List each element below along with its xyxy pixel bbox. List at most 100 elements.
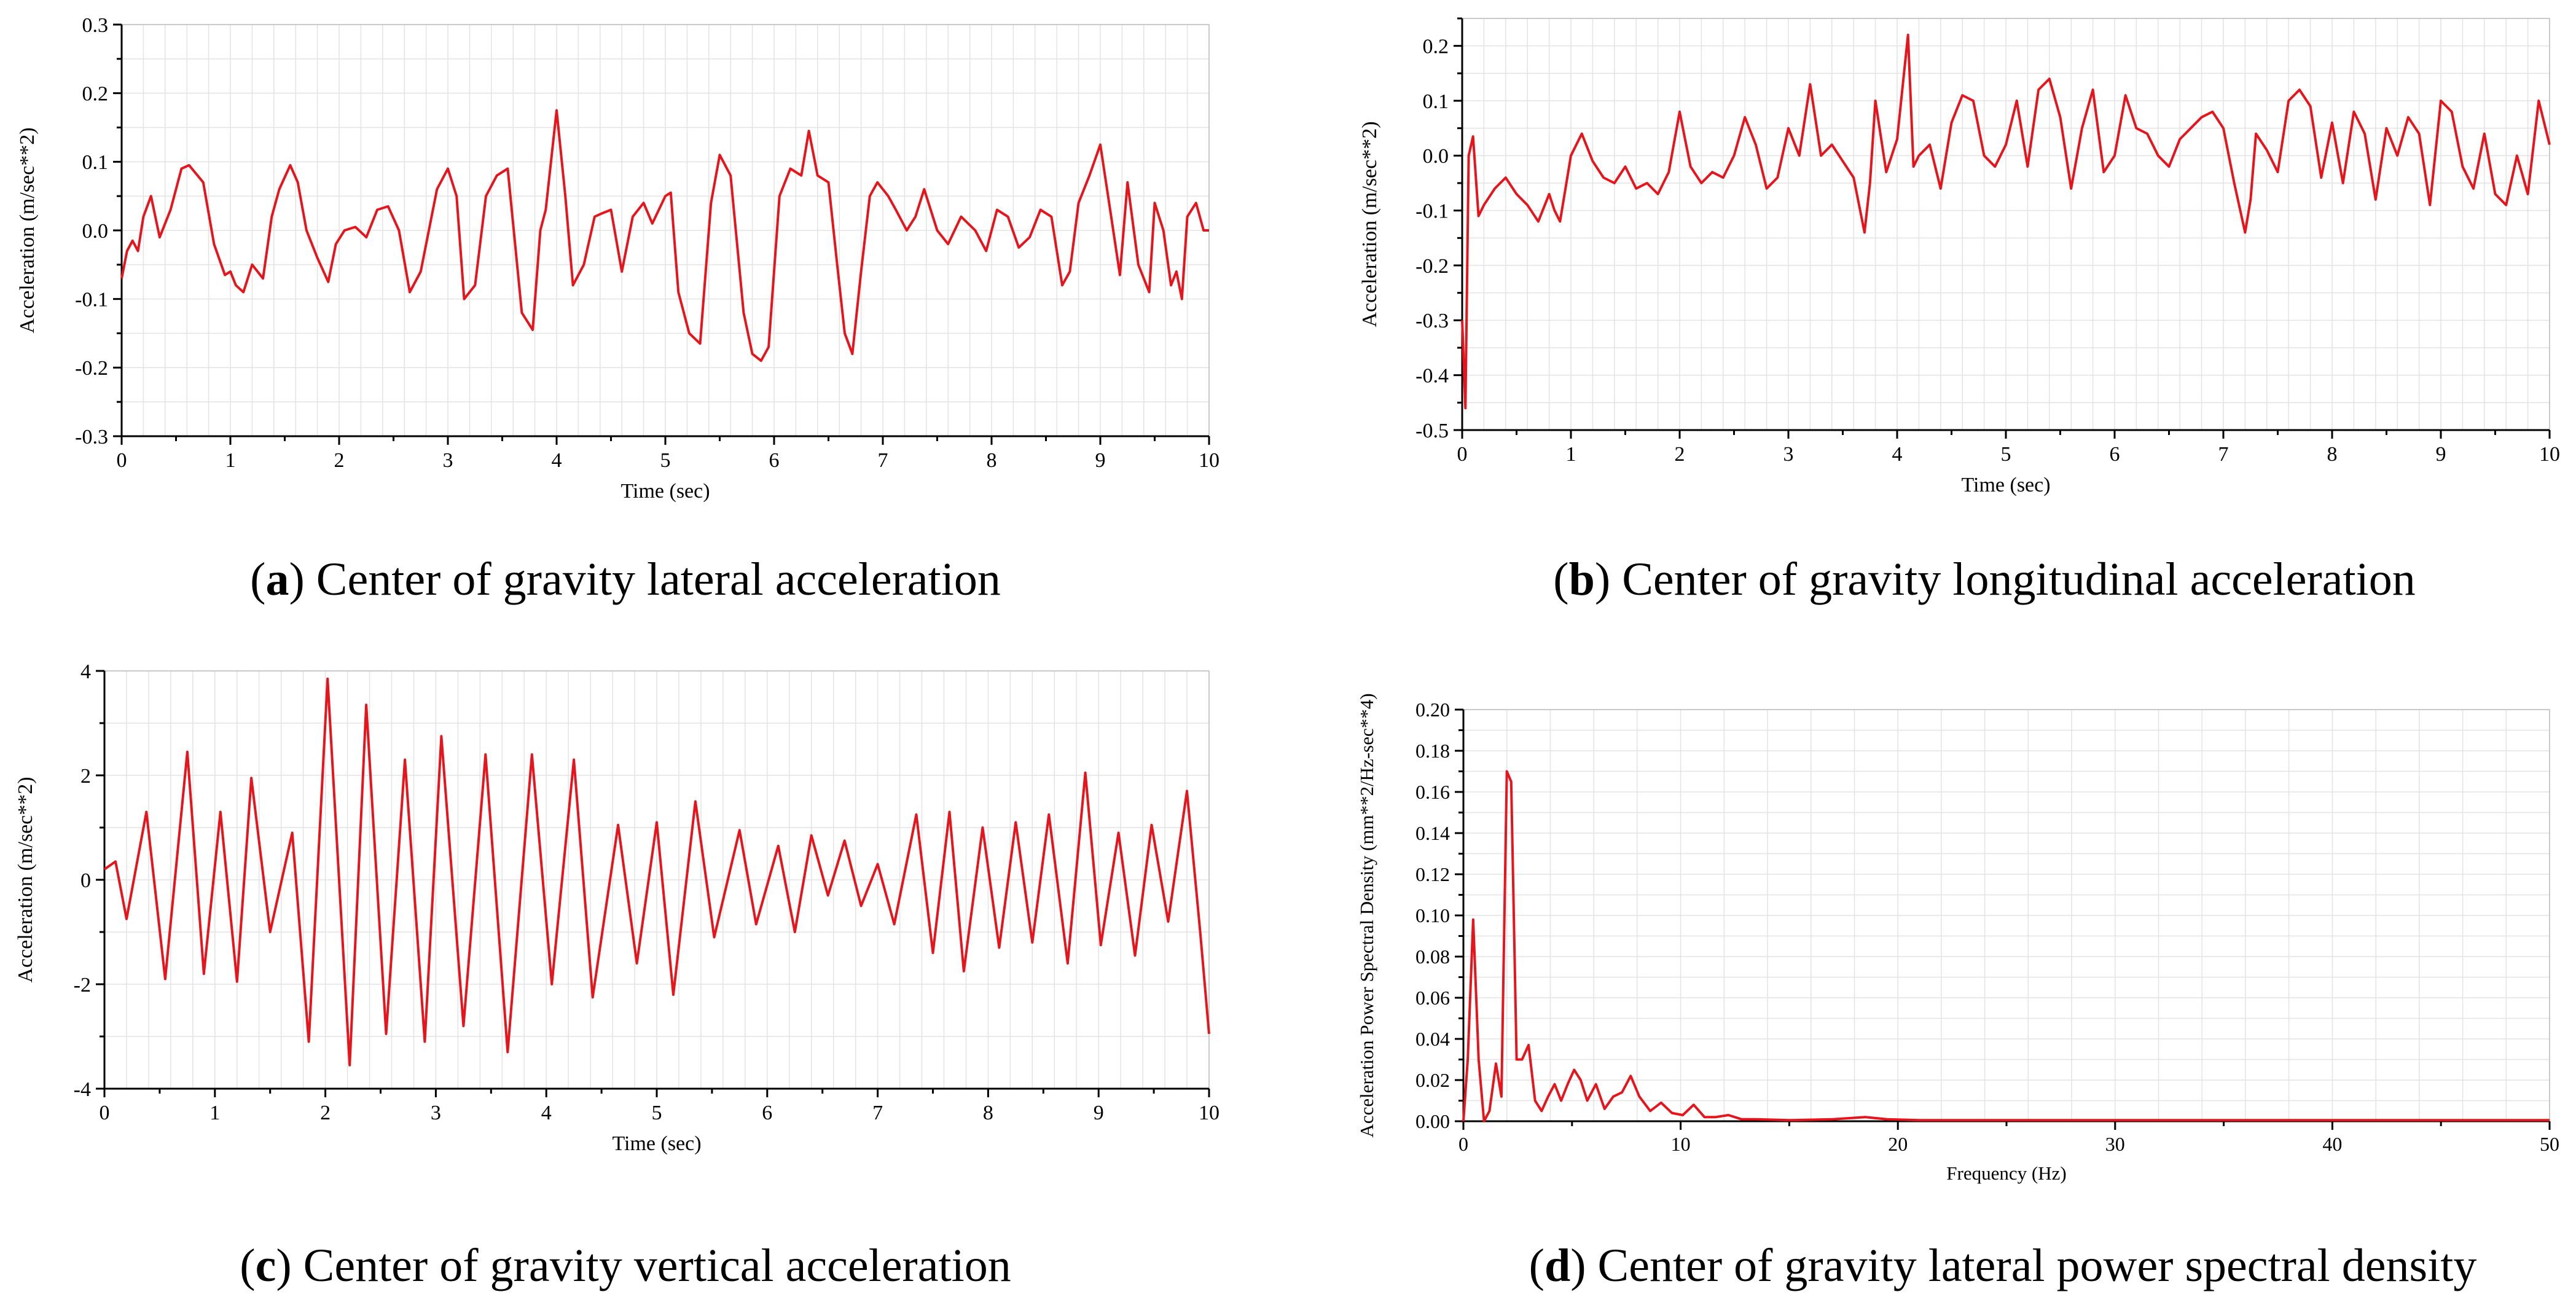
- chart-panel-b: 0 1 2 3 4 5 6 7 8 9 10 0.2 0.1 0.0 -0.1 -0.2 -0.3 -0.4 -0.…: [1358, 17, 2560, 605]
- caption-letter: b: [1569, 554, 1595, 605]
- x-tick-label: 4: [541, 1102, 552, 1124]
- caption-text: Center of gravity vertical acceleration: [292, 1240, 1011, 1291]
- x-tick-label: 6: [769, 449, 780, 472]
- caption-letter: c: [256, 1240, 276, 1291]
- y-tick-label: 0.1: [82, 151, 109, 174]
- x-tick-label: 7: [878, 449, 888, 472]
- y-tick-label: -2: [74, 974, 91, 997]
- x-tick-label: 30: [2105, 1133, 2125, 1155]
- caption-open-paren: (: [1553, 554, 1568, 605]
- x-tick-label: 6: [2110, 443, 2120, 466]
- y-tick-label: -0.5: [1415, 420, 1449, 442]
- x-tick-label: 2: [320, 1102, 331, 1124]
- x-tick-label: 5: [652, 1102, 662, 1124]
- y-tick-label: 0.20: [1415, 699, 1450, 721]
- x-tick-label: 1: [209, 1102, 220, 1124]
- x-tick-label: 1: [225, 449, 236, 472]
- y-tick-label: -4: [74, 1078, 91, 1101]
- y-tick-label: 0.2: [1423, 36, 1449, 58]
- chart-caption: (c) Center of gravity vertical accelerat…: [240, 1240, 1011, 1291]
- x-axis-title: Time (sec): [612, 1132, 701, 1155]
- x-tick-label: 8: [987, 449, 997, 472]
- y-tick-label: -0.3: [75, 426, 108, 448]
- y-tick-label: 0.04: [1415, 1028, 1450, 1050]
- x-tick-label: 0: [1458, 1133, 1468, 1155]
- y-tick-label: 0: [80, 869, 91, 892]
- y-tick-label: 0.02: [1415, 1069, 1450, 1091]
- data-line: [1461, 33, 2551, 410]
- x-tick-label: 2: [334, 449, 345, 472]
- y-tick-label: -0.4: [1415, 365, 1449, 388]
- caption-close-paren: ): [276, 1240, 291, 1291]
- x-tick-label: 10: [1671, 1133, 1691, 1155]
- data-line: [1462, 770, 2550, 1122]
- x-tick-label: 10: [1199, 1102, 1219, 1124]
- y-axis-title: Acceleration (m/sec**2): [1358, 121, 1381, 327]
- chart-panel-d: 0 10 20 30 40 50 0.20 0.18 0.16 0.14 0.12 0.10 0.08 0…: [1356, 693, 2559, 1291]
- x-axis-title: Frequency (Hz): [1946, 1162, 2066, 1184]
- caption-open-paren: (: [250, 554, 265, 605]
- y-tick-label: 0.14: [1415, 822, 1450, 844]
- y-tick-label: 4: [80, 660, 91, 683]
- chart-caption: (b) Center of gravity longitudinal accel…: [1553, 554, 2415, 605]
- y-axis-title: Acceleration Power Spectral Density (mm*…: [1356, 693, 1377, 1137]
- x-tick-label: 7: [872, 1102, 883, 1124]
- y-tick-label: -0.1: [1415, 200, 1449, 223]
- y-tick-label: 0.18: [1415, 740, 1450, 762]
- chart-panel-c: 0 1 2 3 4 5 6 7 8 9 10 4 2 0 -2 -4 Time (sec) Acceleratio…: [14, 660, 1219, 1291]
- y-axis-title: Acceleration (m/sec**2): [14, 777, 37, 982]
- x-tick-label: 6: [762, 1102, 772, 1124]
- y-tick-label: 2: [80, 765, 91, 788]
- y-axis-title: Acceleration (m/sec**2): [16, 127, 39, 333]
- x-tick-label: 1: [1566, 443, 1576, 466]
- data-line: [120, 109, 1209, 362]
- y-tick-label: -0.1: [75, 289, 108, 311]
- x-tick-label: 40: [2322, 1133, 2342, 1155]
- y-tick-label: 0.2: [82, 83, 109, 106]
- y-tick-label: -0.2: [75, 357, 108, 380]
- y-tick-label: 0.06: [1415, 987, 1450, 1009]
- x-tick-label: 9: [1094, 1102, 1104, 1124]
- data-line: [103, 677, 1210, 1067]
- x-tick-label: 5: [660, 449, 671, 472]
- chart-panel-a: 0 1 2 3 4 5 6 7 8 9 10 0.3 0.2 0.1 0.0 -0.1 -0.2 -0.3 Time…: [16, 14, 1219, 605]
- x-axis-title: Time (sec): [621, 480, 710, 503]
- y-tick-label: 0.1: [1423, 90, 1449, 113]
- caption-close-paren: ): [289, 554, 304, 605]
- y-tick-label: 0.16: [1415, 781, 1450, 803]
- y-tick-label: 0.0: [82, 220, 109, 243]
- x-tick-label: 20: [1888, 1133, 1908, 1155]
- x-tick-label: 2: [1675, 443, 1685, 466]
- caption-open-paren: (: [1529, 1240, 1544, 1291]
- caption-open-paren: (: [240, 1240, 255, 1291]
- y-tick-label: 0.08: [1415, 946, 1450, 968]
- x-tick-label: 8: [2327, 443, 2338, 466]
- x-tick-label: 4: [1892, 443, 1903, 466]
- x-tick-label: 10: [2539, 443, 2560, 466]
- x-tick-label: 3: [443, 449, 453, 472]
- x-tick-label: 4: [552, 449, 562, 472]
- x-tick-label: 50: [2540, 1133, 2559, 1155]
- x-tick-label: 8: [983, 1102, 993, 1124]
- y-tick-label: -0.2: [1415, 255, 1449, 278]
- caption-letter: d: [1544, 1240, 1570, 1291]
- y-tick-label: 0.10: [1415, 904, 1450, 926]
- y-tick-label: 0.00: [1415, 1110, 1450, 1132]
- x-tick-label: 0: [117, 449, 127, 472]
- x-tick-label: 5: [2001, 443, 2011, 466]
- y-tick-label: 0.12: [1415, 863, 1450, 885]
- x-axis-title: Time (sec): [1961, 474, 2050, 496]
- x-tick-label: 3: [1783, 443, 1794, 466]
- x-tick-label: 9: [1095, 449, 1106, 472]
- caption-text: Center of gravity lateral power spectral…: [1586, 1240, 2477, 1291]
- caption-letter: a: [265, 554, 289, 605]
- x-tick-label: 0: [1457, 443, 1468, 466]
- chart-caption: (a) Center of gravity lateral accelerati…: [250, 554, 1001, 605]
- x-tick-label: 3: [431, 1102, 441, 1124]
- x-tick-label: 10: [1199, 449, 1219, 472]
- caption-text: Center of gravity lateral acceleration: [305, 554, 1001, 605]
- caption-close-paren: ): [1595, 554, 1610, 605]
- x-tick-label: 0: [100, 1102, 110, 1124]
- caption-close-paren: ): [1570, 1240, 1586, 1291]
